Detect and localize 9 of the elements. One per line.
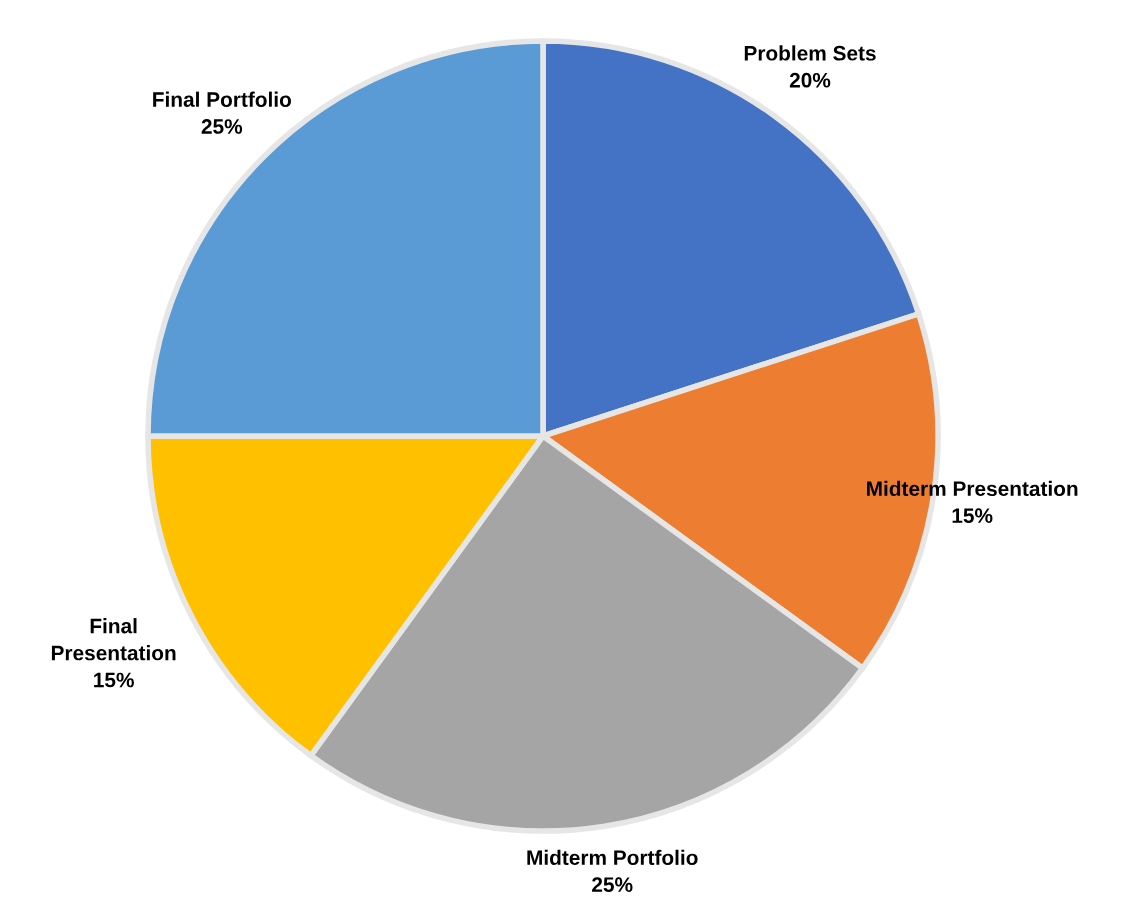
slice-label: Final Portfolio	[153, 91, 291, 107]
slice-label: Midterm Portfolio	[527, 849, 698, 866]
data-label: 20%	[789, 72, 831, 88]
data-label: 15%	[94, 672, 134, 688]
data-label: 15%	[952, 508, 993, 524]
data-label: 25%	[201, 119, 243, 134]
data-label: 25%	[592, 877, 633, 893]
slice-label: Problem Sets	[744, 45, 876, 61]
slice-label: Final Presentation	[51, 618, 176, 661]
